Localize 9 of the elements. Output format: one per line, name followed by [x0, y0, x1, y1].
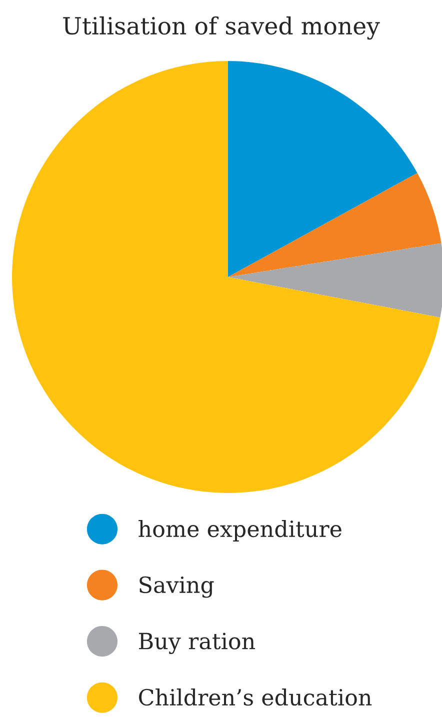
- pie-slice: [12, 61, 440, 493]
- legend-label: Children’s education: [139, 688, 372, 706]
- pie-slice: [228, 61, 418, 277]
- chart-title: Utilisation of saved money: [63, 16, 380, 40]
- legend-label: home expenditure: [138, 520, 342, 542]
- pie-slice: [228, 172, 442, 277]
- legend-label: Saving: [140, 576, 214, 598]
- legend-label: Buy ration: [139, 632, 256, 654]
- pie-slice: [228, 243, 442, 318]
